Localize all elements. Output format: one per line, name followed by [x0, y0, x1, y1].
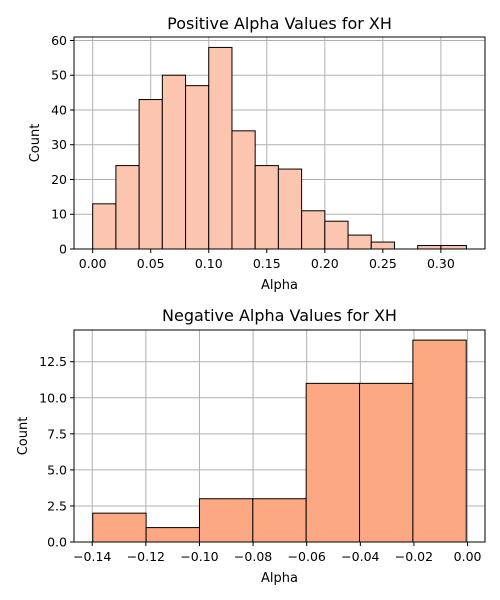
x-tick-label: −0.04 — [341, 549, 379, 564]
plot-frame — [73, 36, 486, 250]
x-axis-label: Alpha — [261, 571, 298, 586]
histogram-bar — [145, 527, 200, 543]
x-tick-label: 0.10 — [195, 256, 223, 271]
x-tick-labels: 0.00 0.05 0.10 0.15 0.20 0.25 0.30 — [79, 256, 455, 271]
x-axis-label: Alpha — [261, 278, 298, 293]
x-tick-label: 0.20 — [311, 256, 339, 271]
histogram-bar — [277, 168, 303, 250]
histogram-bar — [417, 245, 442, 250]
bars — [92, 339, 467, 543]
y-tick-label: 40 — [51, 102, 67, 117]
y-axis-label: Count — [16, 417, 31, 456]
x-tick-label: −0.10 — [180, 549, 218, 564]
histogram-bar — [440, 245, 467, 250]
y-tick-label: 12.5 — [39, 354, 67, 369]
histogram-bar — [254, 165, 279, 250]
histogram-bar — [161, 74, 187, 250]
histogram-bar — [412, 339, 467, 543]
y-tick-label: 50 — [51, 68, 67, 83]
y-axis-label: Count — [28, 124, 43, 163]
chart-positive-alpha: Positive Alpha Values for XH 0.00 0.05 0.1… — [28, 14, 486, 293]
histogram-bar — [301, 210, 326, 250]
x-tick-label: −0.08 — [234, 549, 272, 564]
x-tick-label: 0.00 — [79, 256, 107, 271]
y-tick-label: 60 — [51, 33, 67, 48]
x-tick-label: −0.12 — [127, 549, 165, 564]
x-tick-labels: −0.14 −0.12 −0.10 −0.08 −0.06 −0.04 −0.02 0.00 — [73, 549, 481, 564]
y-tick-labels: 0 10 20 30 40 50 60 — [51, 33, 67, 257]
x-tick-label: −0.14 — [73, 549, 111, 564]
histogram-bar — [347, 234, 372, 250]
plot-frame — [73, 329, 486, 543]
tick-marks — [70, 39, 442, 253]
histogram-bar — [305, 382, 361, 543]
bars — [92, 46, 467, 250]
histogram-bar — [185, 85, 210, 250]
histogram-bar — [138, 99, 163, 250]
histogram-bar — [370, 241, 395, 250]
x-tick-label: 0.25 — [369, 256, 397, 271]
histogram-bar — [252, 498, 307, 543]
y-tick-label: 2.5 — [47, 498, 67, 513]
y-tick-label: 10.0 — [39, 390, 67, 405]
x-tick-label: 0.05 — [137, 256, 165, 271]
histogram-bar — [92, 512, 147, 543]
tick-marks — [70, 361, 469, 546]
histogram-bar — [115, 165, 140, 250]
histogram-bar — [208, 46, 233, 250]
x-tick-label: −0.02 — [395, 549, 433, 564]
histogram-bar — [198, 498, 254, 543]
x-tick-label: 0.15 — [253, 256, 281, 271]
histogram-bar — [324, 220, 349, 250]
y-tick-label: 30 — [51, 137, 67, 152]
x-tick-label: −0.06 — [288, 549, 326, 564]
chart-title: Positive Alpha Values for XH — [167, 14, 392, 33]
x-tick-label: 0.30 — [427, 256, 455, 271]
y-tick-labels: 0.0 2.5 5.0 7.5 10.0 12.5 — [39, 354, 67, 549]
x-tick-label: 0.00 — [454, 549, 482, 564]
y-tick-label: 0 — [59, 242, 67, 257]
y-tick-label: 20 — [51, 172, 67, 187]
y-tick-label: 0.0 — [47, 535, 67, 550]
y-tick-label: 10 — [51, 207, 67, 222]
histogram-bar — [231, 130, 256, 250]
y-tick-label: 7.5 — [47, 426, 67, 441]
y-tick-label: 5.0 — [47, 462, 67, 477]
chart-title: Negative Alpha Values for XH — [162, 306, 397, 325]
histogram-bar — [359, 382, 414, 543]
histogram-bar — [92, 203, 117, 250]
chart-negative-alpha: Negative Alpha Values for XH −0.14 −0.12−… — [16, 306, 486, 586]
